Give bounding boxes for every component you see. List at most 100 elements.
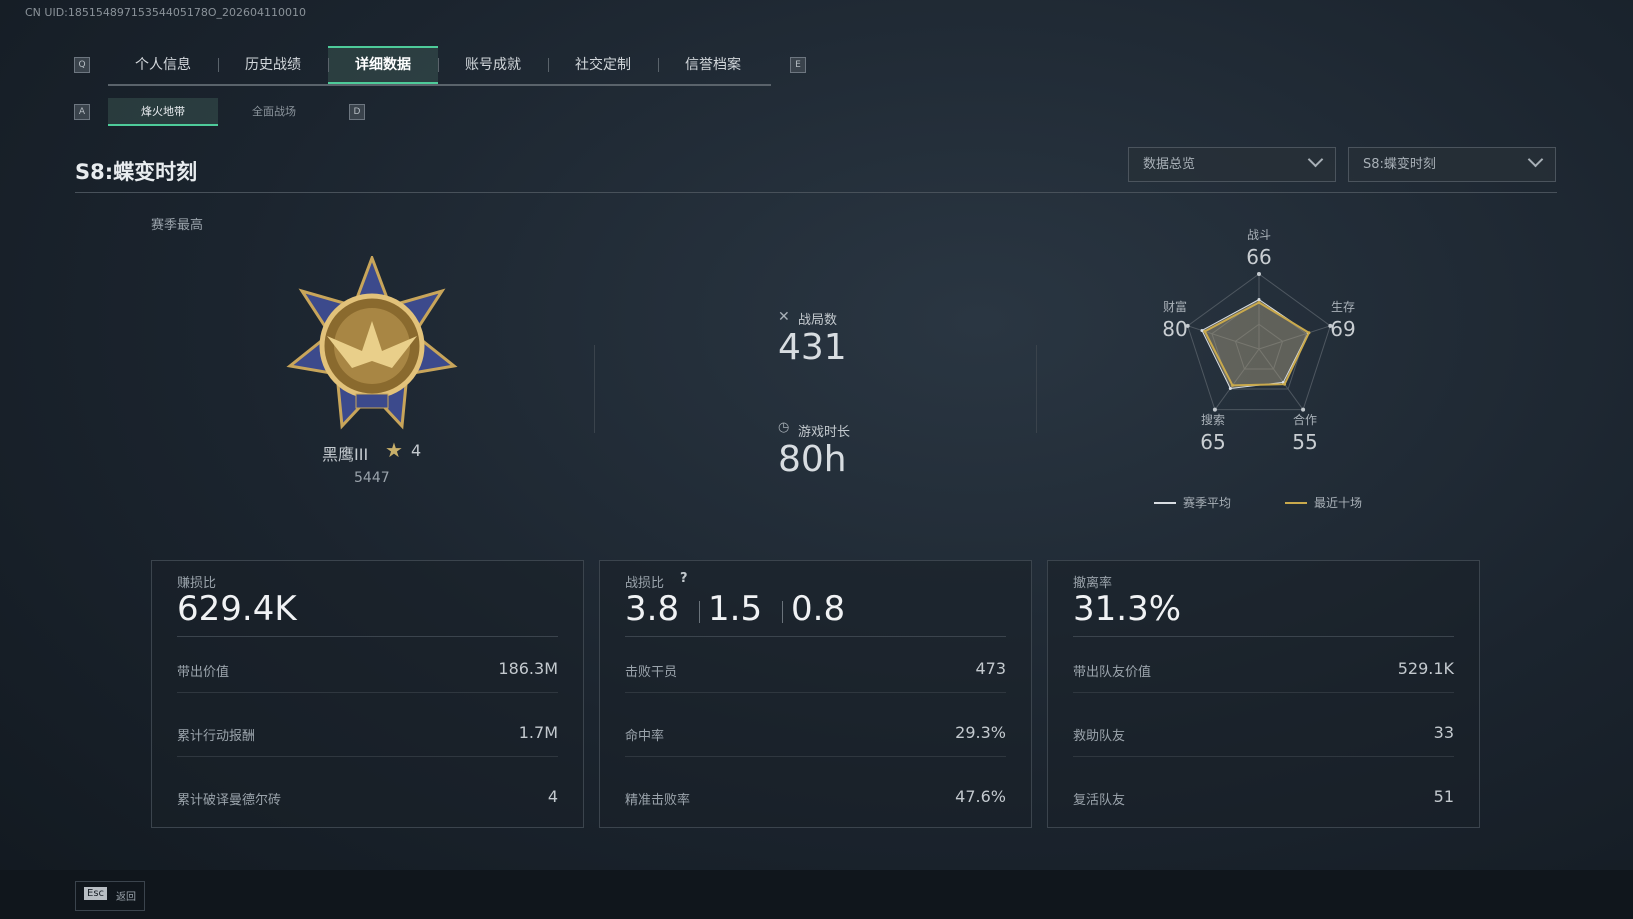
radar-axis-label: 战斗 <box>1247 228 1271 242</box>
radar-axis-value: 80 <box>1162 317 1187 341</box>
card-value: 31.3% <box>1073 589 1182 629</box>
dropdown[interactable]: 数据总览 <box>1128 147 1336 182</box>
row-label: 击败干员 <box>625 665 678 680</box>
star-icon: ★ <box>385 438 403 462</box>
radar-spoke <box>1258 348 1304 410</box>
radar-point <box>1203 329 1207 333</box>
rank-score: 5447 <box>354 470 390 486</box>
card-label: 撤离率 <box>1073 576 1113 591</box>
row-label: 精准击败率 <box>625 793 691 808</box>
row-label: 救助队友 <box>1073 729 1126 744</box>
stat-card: 撤离率 31.3% 带出队友价值 529.1K 救助队友 33 复活队友 51 <box>1047 560 1480 828</box>
radar-area <box>1203 301 1311 387</box>
row-label: 复活队友 <box>1073 793 1126 808</box>
back-label: 返回 <box>116 892 136 903</box>
subtab-key[interactable]: A <box>74 104 90 120</box>
radar-node <box>1257 272 1261 276</box>
stat-card: 战损比? 3.8 1.5 0.8 击败干员 473 命中率 29.3% 精准击败率 47.6% <box>599 560 1032 828</box>
dropdown-arrow <box>1307 151 1324 168</box>
legend-label: 最近十场 <box>1314 496 1362 510</box>
radar-axis-label: 搜索 <box>1201 412 1225 427</box>
radar-spoke <box>1187 325 1260 350</box>
radar-ring <box>1234 323 1284 370</box>
card-label: 战损比 <box>625 576 665 591</box>
radar-ring <box>1211 298 1307 390</box>
radar-node <box>1212 407 1217 412</box>
dropdown-arrow <box>1527 151 1544 168</box>
radar-node <box>1185 323 1190 328</box>
tab[interactable]: 详细数据 <box>328 46 438 84</box>
value-separator <box>699 601 700 623</box>
row-label: 带出队友价值 <box>1073 665 1152 680</box>
card-label: 赚损比 <box>177 576 217 591</box>
back-key: Esc <box>84 887 108 900</box>
rank-stars: 4 <box>411 441 422 460</box>
card-divider <box>625 636 1006 637</box>
row-value: 33 <box>1433 723 1454 742</box>
row-value: 1.7M <box>518 723 558 742</box>
back-button[interactable] <box>75 881 145 911</box>
tab-separator <box>218 58 219 72</box>
help-icon[interactable]: ? <box>680 571 688 586</box>
tab-underline <box>108 84 771 86</box>
radar-node <box>1301 407 1306 412</box>
rank-name: 黑鹰III <box>322 445 369 464</box>
radar-point <box>1257 301 1261 304</box>
divider <box>1036 345 1037 433</box>
radar-point <box>1200 328 1204 332</box>
tab-key[interactable]: Q <box>74 57 90 73</box>
tab[interactable]: 社交定制 <box>575 57 631 73</box>
footer-bar <box>0 870 1633 919</box>
radar-node <box>1328 323 1333 328</box>
tab[interactable]: 个人信息 <box>135 57 191 73</box>
tab-separator <box>438 58 439 72</box>
row-value: 186.3M <box>498 659 558 678</box>
subtab[interactable]: 烽火地带 <box>108 98 218 126</box>
rank-caption: 赛季最高 <box>151 218 204 233</box>
row-value: 473 <box>975 659 1006 678</box>
radar-axis-label: 生存 <box>1331 300 1355 314</box>
row-value: 29.3% <box>955 723 1006 742</box>
value-separator <box>782 601 783 623</box>
summary-value: 431 <box>778 327 847 368</box>
radar-point <box>1231 383 1235 387</box>
row-value: 51 <box>1433 787 1454 806</box>
season-title: S8:蝶变时刻 <box>75 160 198 184</box>
radar-spoke <box>1214 348 1260 410</box>
card-value: 3.8 <box>625 589 680 629</box>
tab-key[interactable]: E <box>790 57 806 73</box>
row-value: 47.6% <box>955 787 1006 806</box>
dropdown[interactable]: S8:蝶变时刻 <box>1348 147 1556 182</box>
summary-icon: ◷ <box>778 420 790 435</box>
radar-ring <box>1187 273 1331 411</box>
row-label: 累计破译曼德尔砖 <box>177 793 282 808</box>
row-label: 带出价值 <box>177 665 230 680</box>
tab[interactable]: 信誉档案 <box>685 57 741 73</box>
row-divider <box>625 756 1006 757</box>
legend-label: 赛季平均 <box>1183 495 1231 510</box>
radar-point <box>1257 298 1261 301</box>
radar-chart: 战斗 66 生存 69 合作 55 搜索 65 财富 80 赛季平均 最近十场 <box>1154 228 1362 510</box>
radar-point <box>1228 386 1232 390</box>
summary-label: 游戏时长 <box>798 425 851 440</box>
row-divider <box>1073 756 1454 757</box>
radar-axis-value: 55 <box>1292 430 1317 454</box>
summary-label: 战局数 <box>798 313 838 328</box>
radar-axis-value: 66 <box>1246 245 1271 269</box>
card-divider <box>1073 636 1454 637</box>
tab-separator <box>658 58 659 72</box>
row-divider <box>177 692 558 693</box>
tab[interactable]: 历史战绩 <box>245 57 301 73</box>
divider <box>594 345 595 433</box>
radar-axis-label: 合作 <box>1293 412 1317 427</box>
row-label: 命中率 <box>625 729 665 744</box>
row-divider <box>1073 692 1454 693</box>
radar-point <box>1283 382 1287 386</box>
subtab[interactable]: 全面战场 <box>252 105 296 118</box>
subtab-key[interactable]: D <box>349 104 365 120</box>
card-value: 1.5 <box>708 589 763 629</box>
rank-medal <box>286 256 458 430</box>
tab[interactable]: 账号成就 <box>465 57 521 73</box>
row-value: 529.1K <box>1397 659 1454 678</box>
card-divider <box>177 636 558 637</box>
